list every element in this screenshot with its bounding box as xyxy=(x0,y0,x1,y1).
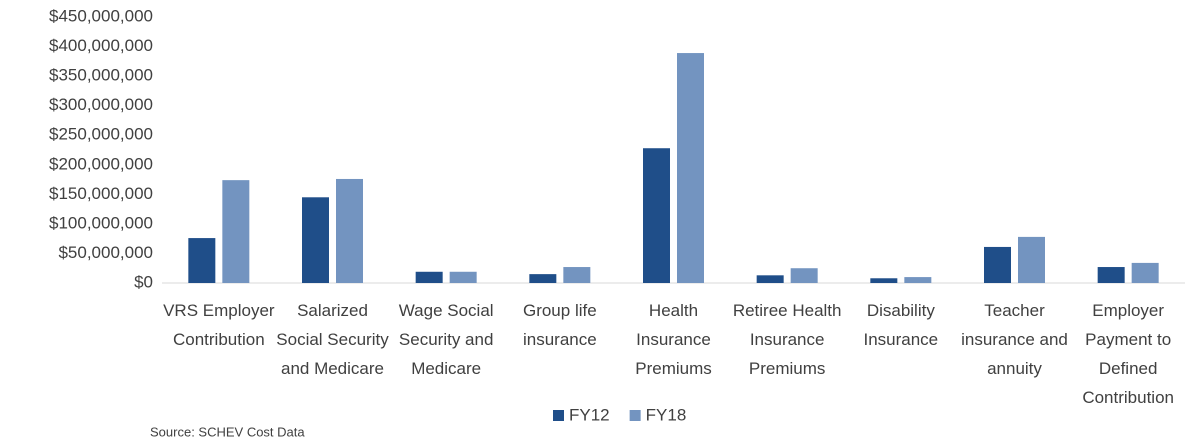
bar xyxy=(870,278,898,283)
y-tick-label: $400,000,000 xyxy=(49,36,153,55)
y-tick-label: $450,000,000 xyxy=(49,6,153,25)
bar xyxy=(1131,262,1159,283)
y-tick-label: $200,000,000 xyxy=(49,154,153,173)
y-tick-label: $300,000,000 xyxy=(49,95,153,114)
y-tick-label: $0 xyxy=(134,272,153,291)
bar xyxy=(302,197,329,283)
y-tick-label: $250,000,000 xyxy=(49,125,153,144)
y-tick-label: $50,000,000 xyxy=(58,243,153,262)
legend-swatch xyxy=(553,410,564,421)
bar xyxy=(677,53,704,284)
y-tick-label: $350,000,000 xyxy=(49,66,153,85)
bar xyxy=(529,274,557,283)
bar xyxy=(984,246,1011,283)
bar xyxy=(756,275,784,283)
y-tick-label: $100,000,000 xyxy=(49,213,153,232)
bar xyxy=(415,271,443,283)
x-tick-label: Group life insurance xyxy=(522,301,597,349)
bar xyxy=(188,238,216,283)
bar xyxy=(563,267,591,283)
x-tick-label: Disability Insurance xyxy=(863,301,939,349)
source: Source: SCHEV Cost Data xyxy=(150,424,305,439)
bar xyxy=(222,180,250,283)
x-tick-label: Health Insurance Premiums xyxy=(635,301,712,378)
x-tick-label: Wage Social Security and Medicare xyxy=(398,301,494,378)
y-tick-label: $150,000,000 xyxy=(49,184,153,203)
x-tick-label: Employer Payment to Defined Contribution xyxy=(1082,301,1174,407)
bar xyxy=(643,148,670,283)
bar xyxy=(790,268,818,283)
bar xyxy=(1018,236,1045,283)
x-tick-label: VRS Employer Contribution xyxy=(163,301,275,349)
x-tick-label: Retiree Health Insurance Premiums xyxy=(732,301,842,378)
legend-swatch xyxy=(629,410,641,421)
x-tick-label: Salarized Social Security and Medicare xyxy=(276,301,389,378)
x-tick-label: Teacher insurance and annuity xyxy=(961,301,1068,378)
legend-label: FY18 xyxy=(646,405,687,424)
legend-label: FY12 xyxy=(569,405,610,424)
bar xyxy=(449,271,477,283)
bar xyxy=(904,277,932,283)
bar xyxy=(336,178,363,283)
bar xyxy=(1097,267,1125,283)
